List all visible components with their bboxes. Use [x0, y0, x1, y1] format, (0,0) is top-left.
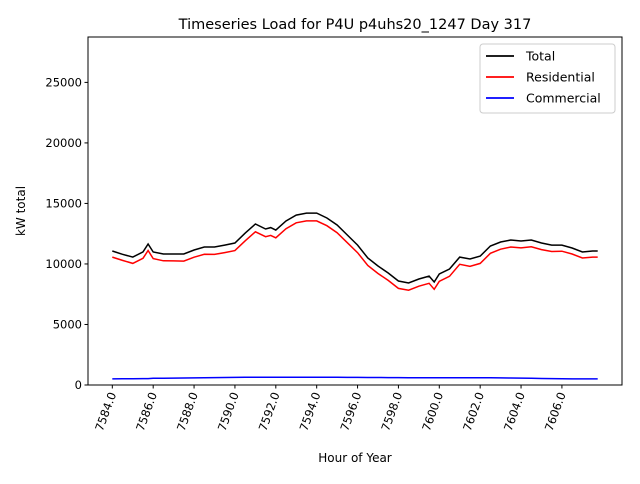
- x-tick-label: 7604.0: [501, 390, 528, 433]
- legend-label-residential: Residential: [526, 70, 595, 85]
- y-tick-label: 10000: [45, 257, 82, 271]
- chart-title: Timeseries Load for P4U p4uhs20_1247 Day…: [178, 17, 532, 33]
- legend-label-commercial: Commercial: [526, 91, 601, 106]
- x-tick-label: 7590.0: [215, 390, 242, 433]
- y-tick-label: 15000: [45, 196, 82, 210]
- series-line-residential: [112, 220, 598, 291]
- y-tick-label: 25000: [45, 75, 82, 89]
- x-tick-label: 7598.0: [378, 390, 405, 433]
- x-tick-label: 7586.0: [133, 390, 160, 433]
- x-tick-label: 7594.0: [297, 390, 324, 433]
- x-tick-label: 7596.0: [337, 390, 364, 433]
- y-tick-label: 5000: [53, 317, 82, 331]
- x-axis-ticks: 7584.0 7586.0 7588.0 7590.0 7592.0 7594.0 7596…: [92, 385, 569, 433]
- series-line-total: [112, 212, 598, 284]
- y-axis-ticks: 0 5000 10000 15000 20000 25000: [45, 75, 88, 392]
- x-tick-label: 7606.0: [542, 390, 569, 433]
- y-tick-label: 20000: [45, 136, 82, 150]
- x-tick-label: 7600.0: [419, 390, 446, 433]
- x-tick-label: 7588.0: [174, 390, 201, 433]
- legend: Total Residential Commercial: [479, 43, 616, 114]
- x-tick-label: 7592.0: [256, 390, 283, 433]
- y-tick-label: 0: [75, 378, 82, 392]
- legend-box: [479, 43, 616, 114]
- x-tick-label: 7602.0: [460, 390, 487, 433]
- x-tick-label: 7584.0: [92, 390, 119, 433]
- series-line-commercial: [112, 376, 598, 380]
- x-axis-label: Hour of Year: [318, 451, 392, 465]
- y-axis-label: kW total: [14, 186, 28, 236]
- plot-frame: [87, 36, 623, 386]
- plot-lines: [112, 212, 598, 380]
- legend-label-total: Total: [525, 49, 555, 64]
